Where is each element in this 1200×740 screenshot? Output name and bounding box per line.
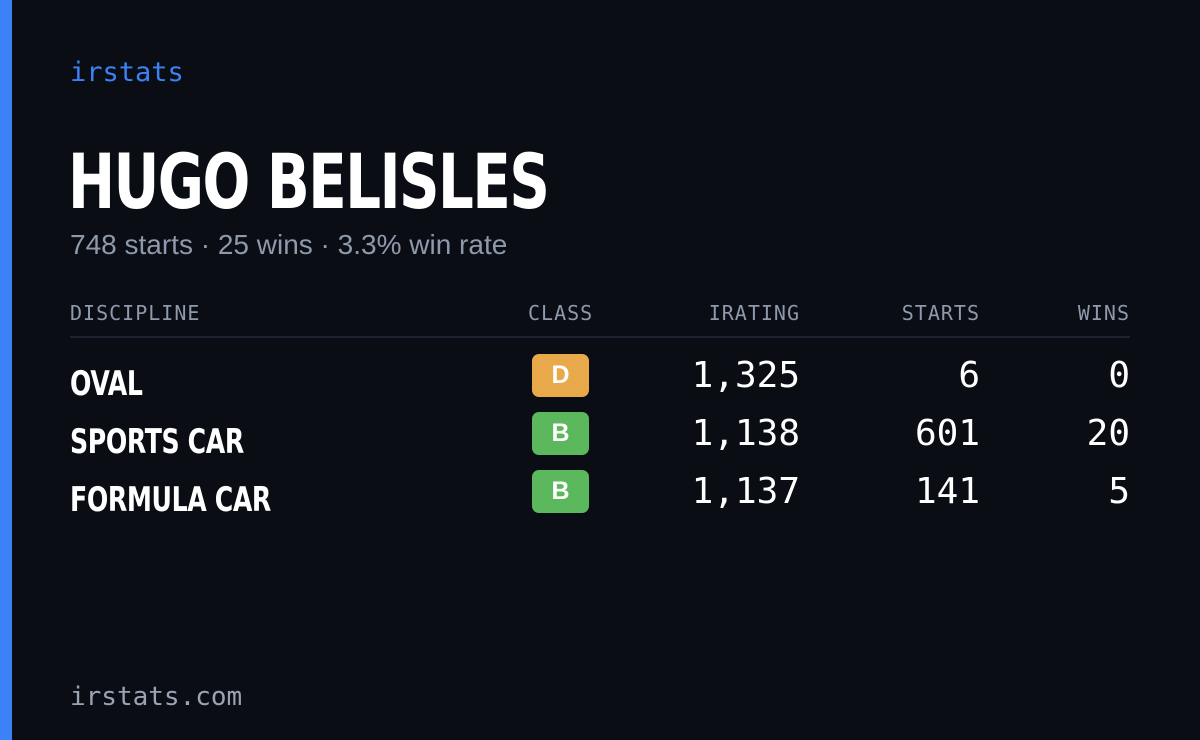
table-body: OVAL D 1,325 6 0 SPORTS CAR B 1,138 601 …: [70, 338, 1130, 528]
wins-value: 0: [1108, 355, 1130, 396]
irating-value: 1,138: [691, 413, 800, 454]
discipline-name: FORMULA CAR: [70, 480, 271, 520]
discipline-name: OVAL: [70, 364, 143, 404]
class-badge: B: [532, 470, 589, 513]
footer-site-link[interactable]: irstats.com: [70, 682, 243, 712]
header-wins: WINS: [1077, 301, 1130, 325]
discipline-name: SPORTS CAR: [70, 422, 244, 462]
table-header: DISCIPLINE CLASS IRATING STARTS WINS: [70, 296, 1130, 338]
accent-bar: [0, 0, 12, 740]
career-summary: 748 starts · 25 wins · 3.3% win rate: [70, 229, 508, 260]
header-starts: STARTS: [901, 301, 980, 325]
class-badge: D: [532, 354, 589, 397]
wins-value: 5: [1108, 471, 1130, 512]
brand-logo-text[interactable]: irstats: [70, 57, 184, 88]
starts-value: 141: [914, 471, 980, 512]
wins-value: 20: [1086, 413, 1130, 454]
starts-value: 601: [914, 413, 980, 454]
class-badge: B: [532, 412, 589, 455]
irating-value: 1,325: [691, 355, 800, 396]
header-irating: IRATING: [708, 301, 800, 325]
table-row: SPORTS CAR B 1,138 601 20: [70, 412, 1130, 470]
table-row: OVAL D 1,325 6 0: [70, 354, 1130, 412]
header-class: CLASS: [528, 301, 594, 325]
header-discipline: DISCIPLINE: [70, 301, 201, 325]
irating-value: 1,137: [691, 471, 800, 512]
starts-value: 6: [958, 355, 980, 396]
driver-name: HUGO BELISLES: [68, 137, 550, 226]
stats-table: DISCIPLINE CLASS IRATING STARTS WINS OVA…: [70, 296, 1130, 528]
table-row: FORMULA CAR B 1,137 141 5: [70, 470, 1130, 528]
